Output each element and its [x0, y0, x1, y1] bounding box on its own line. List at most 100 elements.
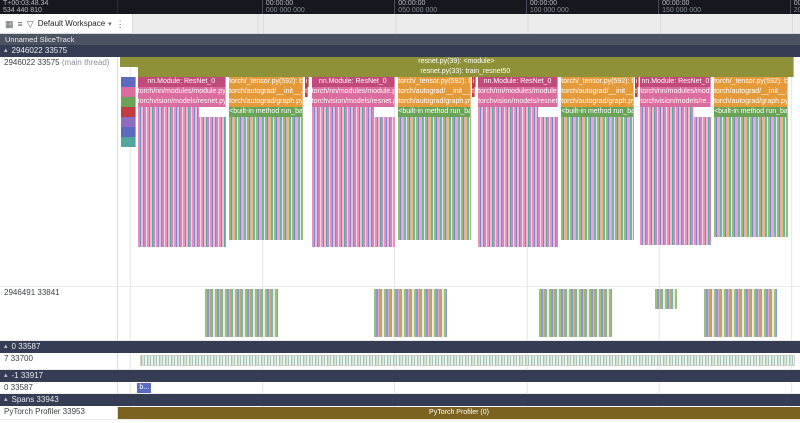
flame-slice[interactable]: torch/autograd/graph.py(815)... — [229, 97, 303, 107]
collapse-caret-icon[interactable]: ▴ — [4, 396, 8, 403]
flame-slice[interactable] — [120, 87, 136, 97]
dense-slices-block[interactable] — [703, 289, 777, 337]
timestamp-line2: 534 440 810 — [3, 7, 42, 14]
flame-slice[interactable]: i — [634, 77, 640, 87]
dense-slices-region[interactable] — [137, 107, 200, 117]
ruler-ticks[interactable]: 00:00:00 000 000 000 00:00:00 050 000 000 00… — [118, 0, 800, 14]
counter-track-33700: 7 33700 — [0, 353, 800, 370]
flame-slice[interactable]: nn.Module: ResNet_0 — [137, 77, 226, 87]
collapse-caret-icon[interactable]: ▴ — [4, 47, 8, 54]
flame-row — [118, 137, 800, 147]
counter-bar[interactable] — [139, 355, 795, 366]
dense-slices-region[interactable] — [398, 117, 471, 240]
track2-canvas[interactable] — [118, 287, 800, 341]
dense-slices-region[interactable] — [478, 107, 539, 117]
collapse-caret-icon[interactable]: ▴ — [4, 343, 8, 350]
flame-slice[interactable]: <built-in method run_backwa... — [714, 107, 788, 117]
flame-slice[interactable]: i — [471, 77, 477, 87]
dense-slices-region[interactable] — [229, 117, 303, 240]
flame-slice[interactable]: torchvision/models/re... — [640, 97, 712, 107]
track-id-label: PyTorch Profiler 33953 — [4, 407, 85, 416]
flame-slice[interactable]: torchvision/models/resnet.py(... — [478, 97, 558, 107]
flame-slice[interactable]: t — [304, 87, 309, 97]
dense-slices-region[interactable] — [311, 117, 395, 247]
flame-slice[interactable]: torch/nn/modules/module.py(17... — [478, 87, 558, 97]
slice-track-33587: 0 33587 b... — [0, 382, 800, 394]
flame-slice[interactable] — [120, 117, 136, 127]
counter-track-label-cell[interactable]: 7 33700 — [0, 353, 118, 370]
flame-slice[interactable]: torch/nn/modules/module.py(17... — [640, 87, 712, 97]
flame-slice[interactable]: resnet.py(39): <module> — [120, 57, 794, 67]
flame-slice[interactable]: torch/_tensor.py(592): backward — [229, 77, 303, 87]
small-slice[interactable]: b... — [137, 383, 152, 393]
dense-slices-block[interactable] — [373, 289, 447, 337]
flame-slice[interactable]: <built-in method run_backward... — [561, 107, 635, 117]
flame-slice[interactable] — [120, 127, 136, 137]
flame-slice[interactable]: i — [304, 77, 309, 87]
main-thread-suffix: (main thread) — [61, 58, 110, 67]
flame-slice[interactable]: torch/_tensor.py(592): backward — [561, 77, 635, 87]
dense-slices-region[interactable] — [478, 117, 558, 247]
flame-slice[interactable] — [120, 107, 136, 117]
flame-slice[interactable]: <built-in method run_backward... — [229, 107, 303, 117]
thread-id-label: 2946022 33575 — [4, 58, 60, 67]
dense-slices-region[interactable] — [137, 117, 226, 247]
track-header-unnamed-slicetrack[interactable]: Unnamed SliceTrack — [0, 34, 800, 45]
flame-slice[interactable]: torch/autograd/graph.py(815... — [714, 97, 788, 107]
secondary-thread-track-label-cell[interactable]: 2946491 33841 — [0, 287, 118, 341]
dense-slices-region[interactable] — [714, 117, 788, 237]
track5-canvas[interactable]: PyTorch Profiler (0) — [118, 406, 800, 420]
flame-slice[interactable]: torch/_tensor.py(592): backward — [398, 77, 471, 87]
grid-icon[interactable]: ▦ — [5, 18, 14, 29]
slice-track-label-cell[interactable]: 0 33587 — [0, 382, 118, 394]
flame-slice[interactable]: torch/autograd/__init__...py(243)... — [714, 87, 788, 97]
flame-slice[interactable]: nn.Module: ResNet_0 — [640, 77, 712, 87]
ruler-tick: 00:00:00 100 000 000 — [525, 0, 569, 14]
flame-canvas[interactable]: resnet.py(39): <module> resnet.py(33): tr… — [118, 57, 800, 287]
pytorch-profiler-slice[interactable]: PyTorch Profiler (0) — [118, 407, 800, 419]
main-thread-track-label-cell[interactable]: 2946022 33575 (main thread) — [0, 57, 118, 287]
flame-slice[interactable]: torch/autograd/graph.py(815)... — [398, 97, 471, 107]
flame-slice[interactable]: torch/_tensor.py(592): backward — [714, 77, 788, 87]
dense-slices-region[interactable] — [311, 107, 375, 117]
dense-slices-region[interactable] — [640, 117, 712, 245]
flame-slice[interactable] — [120, 137, 136, 147]
dense-slices-region[interactable] — [561, 117, 635, 240]
flame-slice[interactable]: t — [634, 87, 639, 97]
flame-slice[interactable]: nn.Module: ResNet_0 — [311, 77, 395, 87]
workspace-selector[interactable]: Default Workspace ▾ — [38, 19, 112, 28]
flame-slice[interactable]: torch/autograd/__init__...py(243)... — [561, 87, 635, 97]
flame-slice[interactable]: torch/autograd/__init__...py(243)... — [229, 87, 303, 97]
flame-slice[interactable] — [120, 97, 136, 107]
group-header-0-33587[interactable]: ▴ 0 33587 — [0, 341, 800, 353]
group-header-minus1-33917[interactable]: ▴ -1 33917 — [0, 370, 800, 382]
flame-slice[interactable]: torch/autograd/__init__...py(243)... — [398, 87, 471, 97]
flame-slice[interactable]: t — [471, 87, 476, 97]
pytorch-profiler-label-cell[interactable]: PyTorch Profiler 33953 — [0, 406, 118, 420]
dense-slices-block[interactable] — [538, 289, 612, 337]
group-header-label: 0 33587 — [11, 342, 41, 351]
main-thread-track: 2946022 33575 (main thread) resnet.py(39… — [0, 57, 800, 287]
flame-slice[interactable]: torchvision/models/resnet.py(... — [137, 97, 226, 107]
group-header-spans[interactable]: ▴ Spans 33943 — [0, 394, 800, 406]
flame-slice[interactable]: torch/nn/modules/module.py(17... — [311, 87, 395, 97]
flame-slice[interactable] — [120, 77, 136, 87]
flame-slice[interactable]: torch/autograd/graph.py(815)... — [561, 97, 635, 107]
flame-slice[interactable]: torchvision/models/resnet.py(... — [311, 97, 395, 107]
filter-icon[interactable]: ▽ — [26, 18, 34, 29]
collapse-caret-icon[interactable]: ▴ — [4, 372, 8, 379]
ruler-gutter[interactable] — [132, 14, 800, 33]
dense-slices-region[interactable] — [640, 107, 694, 117]
flame-slice[interactable]: torch/nn/modules/module.py(17... — [137, 87, 226, 97]
track3-canvas[interactable] — [118, 353, 800, 370]
kebab-menu-icon[interactable]: ⋮ — [115, 18, 125, 29]
dense-slices-block[interactable] — [655, 289, 678, 309]
dense-slices-block[interactable] — [205, 289, 279, 337]
flame-slice[interactable]: <built-in method run_backward... — [398, 107, 471, 117]
flame-slice[interactable]: nn.Module: ResNet_0 — [478, 77, 558, 87]
track4-canvas[interactable]: b... — [118, 382, 800, 394]
flame-slice[interactable]: resnet.py(33): train_resnet50 — [137, 67, 794, 77]
tracks-icon[interactable]: ≡ — [17, 18, 23, 29]
ruler-tick: 00:00:00 050 000 000 — [394, 0, 437, 14]
group-header-main-process[interactable]: ▴ 2946022 33575 — [0, 45, 800, 57]
